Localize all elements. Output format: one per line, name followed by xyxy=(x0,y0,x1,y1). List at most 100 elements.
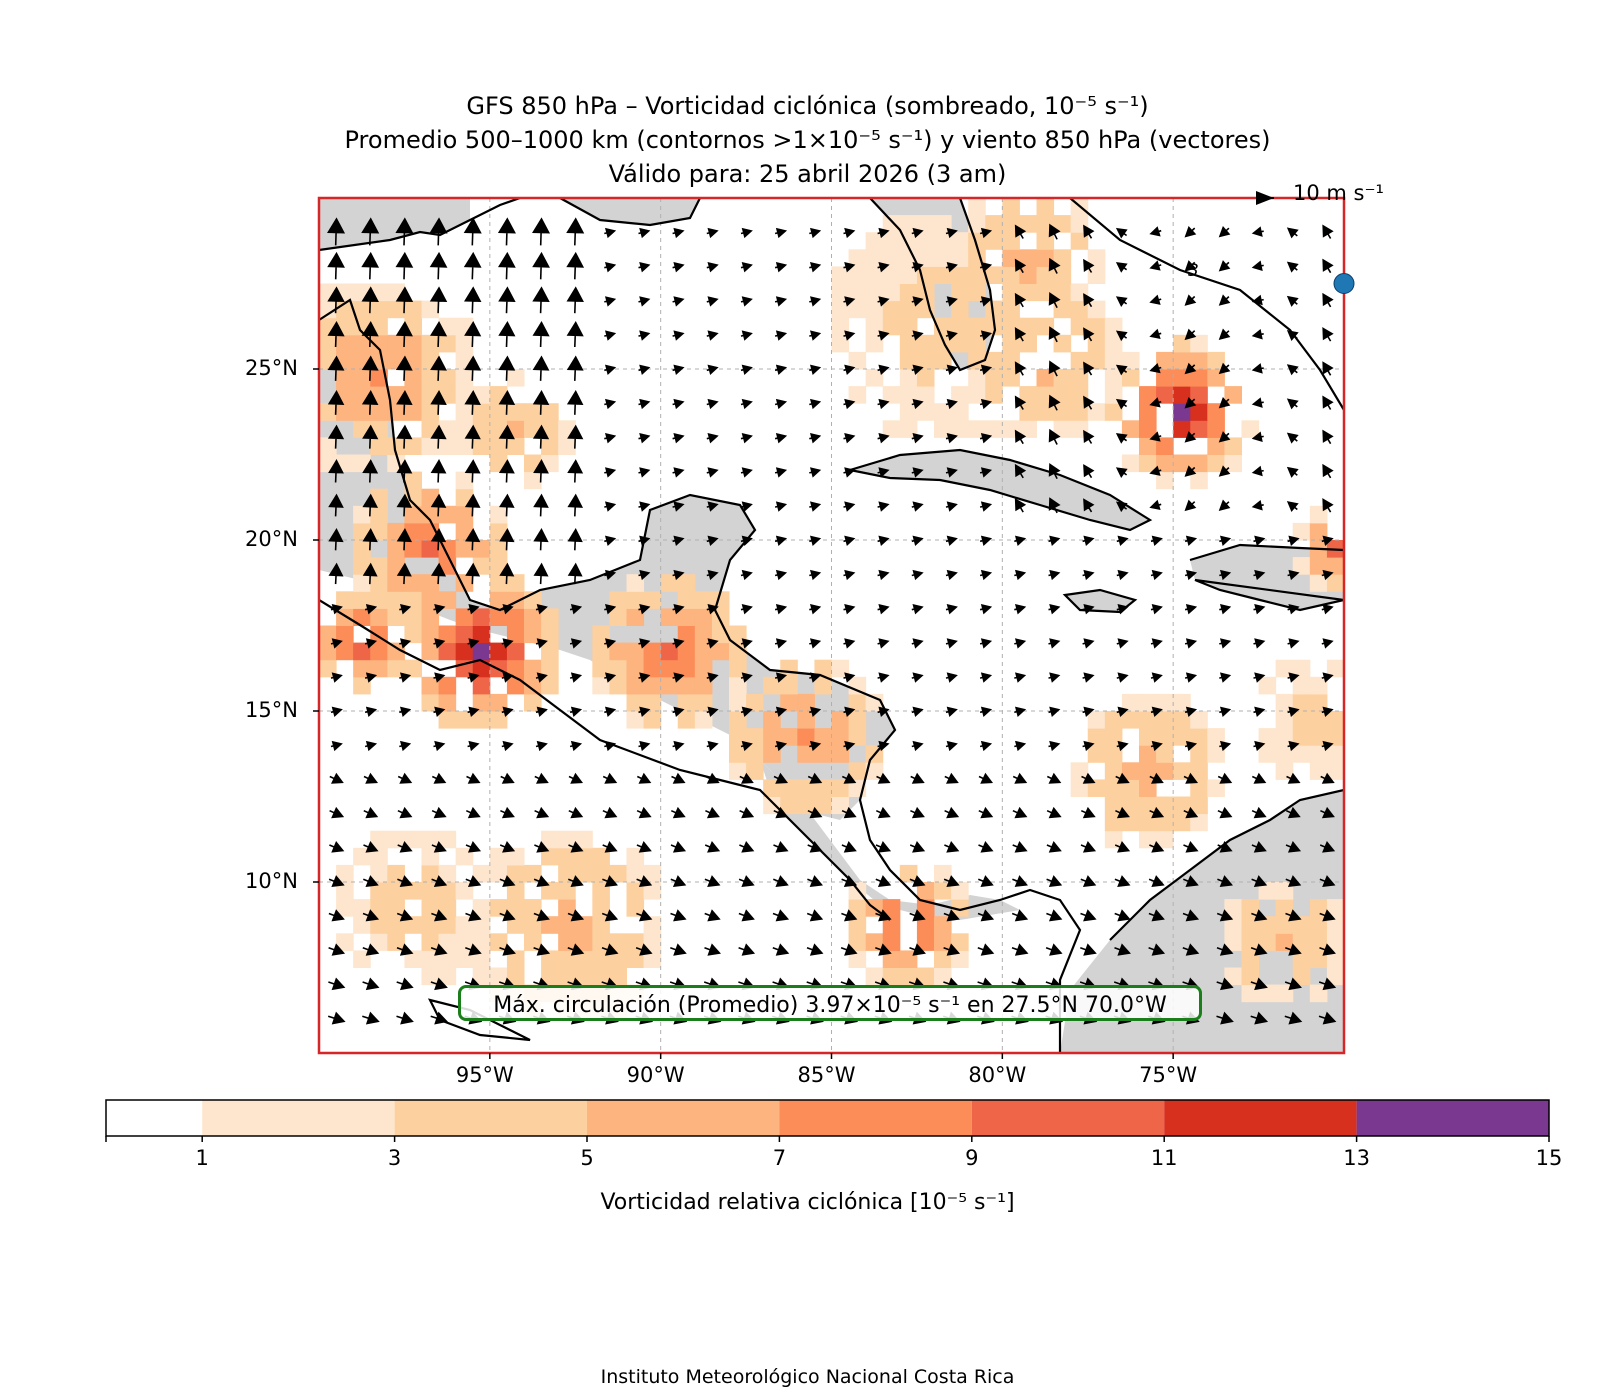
vorticity-cell xyxy=(882,232,901,250)
wind-vector xyxy=(498,355,516,381)
wind-vector xyxy=(1322,224,1334,239)
wind-vector xyxy=(463,251,482,280)
wind-vector xyxy=(1012,840,1028,853)
lon-tick-label: 85°W xyxy=(797,1063,856,1087)
wind-vector xyxy=(945,467,958,478)
vorticity-cell xyxy=(694,711,713,729)
vorticity-cell xyxy=(1190,369,1208,387)
wind-vector xyxy=(843,638,856,649)
wind-vector xyxy=(1048,497,1061,514)
wind-vector xyxy=(945,262,958,273)
wind-vector xyxy=(1182,909,1200,922)
wind-vector xyxy=(704,840,721,853)
vorticity-cell xyxy=(916,933,935,951)
wind-vector xyxy=(739,772,754,784)
wind-vector xyxy=(706,467,719,478)
wind-vector xyxy=(670,943,687,956)
vorticity-cell xyxy=(472,557,491,575)
wind-vector xyxy=(706,296,719,307)
vorticity-cell xyxy=(1292,933,1311,951)
vorticity-cell xyxy=(1104,711,1123,729)
wind-vector xyxy=(1251,397,1264,408)
vorticity-cell xyxy=(1087,266,1106,284)
wind-vector xyxy=(567,459,584,483)
vorticity-cell xyxy=(1139,420,1157,438)
wind-vector xyxy=(1115,330,1128,342)
wind-vector xyxy=(464,424,481,449)
colorbar-frame xyxy=(105,1099,1550,1137)
wind-vector xyxy=(569,706,583,717)
vorticity-cell xyxy=(404,830,422,849)
wind-vector xyxy=(704,909,721,922)
lon-tick-label: 75°W xyxy=(1139,1063,1198,1087)
vorticity-cell xyxy=(1053,300,1072,319)
vorticity-cell xyxy=(1326,659,1344,678)
wind-vector xyxy=(638,398,651,410)
lat-tick-label: 20°N xyxy=(245,527,298,551)
wind-vector xyxy=(466,772,481,784)
wind-vector xyxy=(773,875,789,887)
wind-vector xyxy=(638,706,651,717)
vorticity-cell xyxy=(643,693,662,712)
vorticity-cell xyxy=(1309,933,1328,951)
vorticity-cell xyxy=(899,864,918,883)
wind-vector xyxy=(911,227,924,239)
wind-vector xyxy=(1287,638,1300,649)
wind-vector xyxy=(1219,672,1232,683)
vorticity-cell xyxy=(1292,659,1311,678)
wind-vector xyxy=(1218,431,1231,443)
wind-vector xyxy=(636,875,653,887)
wind-vector xyxy=(1184,604,1198,615)
wind-vector xyxy=(945,535,958,546)
wind-vector xyxy=(1219,569,1232,581)
vorticity-cell xyxy=(1156,728,1174,746)
vorticity-cell xyxy=(763,779,781,797)
vorticity-cell xyxy=(1121,454,1140,473)
wind-vector xyxy=(498,320,516,348)
wind-vector xyxy=(1286,432,1299,444)
wind-vector xyxy=(396,424,413,449)
vorticity-cell xyxy=(489,608,508,626)
vorticity-cell xyxy=(848,899,867,917)
wind-vector xyxy=(1182,943,1200,956)
vorticity-cell xyxy=(1224,899,1242,917)
vorticity-cell xyxy=(404,574,422,592)
wind-vector xyxy=(395,320,413,348)
wind-vector xyxy=(499,840,516,853)
wind-vector xyxy=(431,909,448,922)
wind-vector xyxy=(843,672,856,683)
vorticity-cell xyxy=(1258,933,1277,951)
colorbar-segment xyxy=(1164,1100,1357,1136)
wind-vector xyxy=(945,501,958,512)
wind-vector xyxy=(704,943,721,956)
vorticity-cell xyxy=(694,608,713,626)
vorticity-cell xyxy=(951,249,969,267)
vorticity-cell xyxy=(489,505,508,524)
vorticity-cell xyxy=(899,403,918,421)
wind-vector xyxy=(738,909,755,922)
wind-vector xyxy=(1251,363,1264,374)
vorticity-cell xyxy=(780,676,798,695)
vorticity-cell xyxy=(985,386,1003,404)
vorticity-cell xyxy=(1156,693,1174,712)
colorbar-segment xyxy=(106,1100,203,1136)
wind-vector xyxy=(1048,569,1061,581)
wind-vector xyxy=(740,433,753,444)
wind-vector xyxy=(1183,875,1199,887)
wind-vector xyxy=(1014,672,1027,683)
wind-vector xyxy=(604,706,617,717)
wind-vector xyxy=(1115,227,1128,239)
vorticity-cell xyxy=(916,916,935,934)
vorticity-cell xyxy=(694,642,713,661)
vorticity-cell xyxy=(882,215,901,233)
vorticity-cell xyxy=(472,864,491,883)
vorticity-cell xyxy=(438,864,457,883)
vorticity-cell xyxy=(506,642,525,661)
wind-vector xyxy=(467,672,480,683)
wind-vector xyxy=(1048,223,1061,240)
vorticity-cell xyxy=(1139,403,1157,421)
wind-vector xyxy=(327,1011,346,1025)
vorticity-cell xyxy=(1207,745,1225,763)
wind-vector xyxy=(1048,292,1061,309)
wind-vector xyxy=(535,706,548,717)
